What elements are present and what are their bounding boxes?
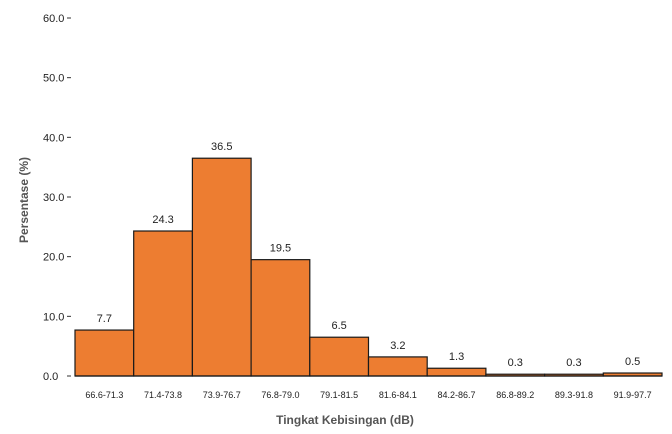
y-tick-label: 20.0 xyxy=(43,252,64,264)
y-tick-label: 60.0 xyxy=(43,13,64,25)
y-tick-label: 0.0 xyxy=(43,371,58,383)
data-label-9: 0.3 xyxy=(566,357,581,369)
y-axis-title: Persentase (%) xyxy=(17,157,31,243)
x-tick-label-3: 73.9-76.7 xyxy=(203,390,241,400)
x-axis-title: Tingkat Kebisingan (dB) xyxy=(276,413,414,427)
data-label-5: 6.5 xyxy=(332,320,347,332)
bar-1 xyxy=(74,329,135,377)
x-tick-label-8: 86.8-89.2 xyxy=(496,390,534,400)
y-tick-label: 30.0 xyxy=(43,192,64,204)
y-axis: 0.0 10.0 20.0 30.0 40.0 50.0 60.0 xyxy=(43,13,71,383)
data-label-2: 24.3 xyxy=(152,214,173,226)
y-tick-label: 50.0 xyxy=(43,73,64,85)
data-label-7: 1.3 xyxy=(449,351,464,363)
x-tick-label-5: 79.1-81.5 xyxy=(320,390,358,400)
data-label-3: 36.5 xyxy=(211,141,232,153)
bar-4 xyxy=(250,259,311,377)
bar-3 xyxy=(191,157,252,377)
x-tick-label-2: 71.4-73.8 xyxy=(144,390,182,400)
bar-6 xyxy=(367,356,428,377)
data-label-4: 19.5 xyxy=(270,243,291,255)
bar-2 xyxy=(133,230,193,377)
x-tick-label-7: 84.2-86.7 xyxy=(438,390,476,400)
y-tick-label: 10.0 xyxy=(43,311,64,323)
bar-5 xyxy=(309,336,370,377)
data-label-1: 7.7 xyxy=(97,313,112,325)
data-labels: 7.7 24.3 36.5 19.5 6.5 3.2 1.3 0.3 0.3 0.5 xyxy=(97,141,641,369)
data-label-6: 3.2 xyxy=(390,340,405,352)
x-tick-label-1: 66.6-71.3 xyxy=(85,390,123,400)
data-label-8: 0.3 xyxy=(508,357,523,369)
y-tick-label: 40.0 xyxy=(43,132,64,144)
x-tick-label-9: 89.3-91.8 xyxy=(555,390,593,400)
bars xyxy=(74,157,663,377)
x-axis: 66.6-71.3 71.4-73.8 73.9-76.7 76.8-79.0 79.1… xyxy=(75,375,662,400)
x-tick-label-6: 81.6-84.1 xyxy=(379,390,417,400)
x-tick-label-4: 76.8-79.0 xyxy=(261,390,299,400)
data-label-10: 0.5 xyxy=(625,356,640,368)
bar-7 xyxy=(426,367,487,377)
x-tick-label-10: 91.9-97.7 xyxy=(614,390,652,400)
